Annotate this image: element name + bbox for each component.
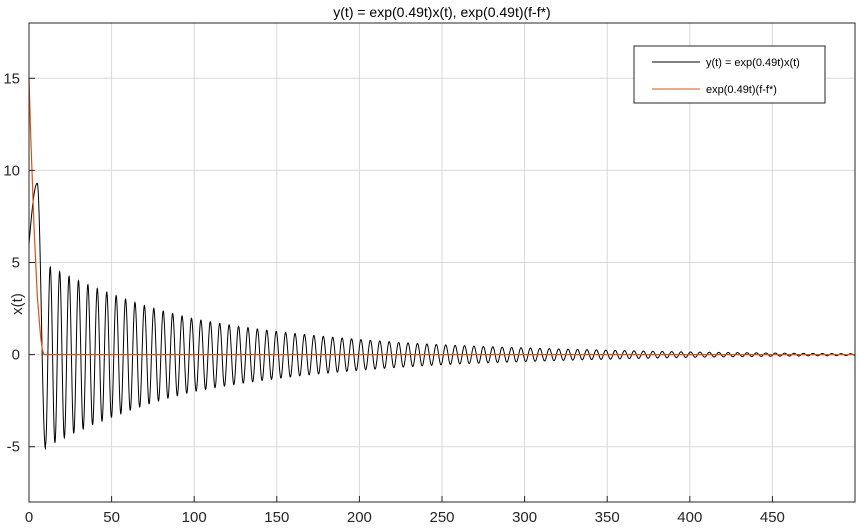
series-line-2 (28, 78, 855, 356)
y-tick-label--5: -5 (7, 439, 20, 456)
legend-label-series-2: exp(0.49t)(f-f*) (706, 84, 777, 96)
x-tick-label-200: 200 (347, 509, 372, 526)
chart-title: y(t) = exp(0.49t)x(t), exp(0.49t)(f-f*) (333, 4, 550, 20)
x-tick-label-450: 450 (760, 509, 785, 526)
legend-box (633, 45, 826, 104)
x-tick-label-300: 300 (512, 509, 537, 526)
x-tick-label-50: 50 (103, 509, 120, 526)
y-tick-label-10: 10 (3, 162, 20, 179)
y-tick-label-0: 0 (12, 347, 20, 364)
ticks: 0 50 100 150 200 250 300 350 400 450 -5 0 5 10 15 (3, 70, 785, 526)
x-tick-label-100: 100 (182, 509, 207, 526)
series-layer (28, 78, 856, 451)
x-tick-label-150: 150 (264, 509, 289, 526)
x-tick-label-0: 0 (25, 509, 33, 526)
x-tick-label-400: 400 (677, 509, 702, 526)
y-axis-label: x(t) (9, 293, 26, 315)
y-tick-label-15: 15 (3, 70, 20, 87)
legend-label-series-1: y(t) = exp(0.49t)x(t) (706, 57, 800, 69)
y-tick-label-5: 5 (12, 255, 20, 272)
legend: y(t) = exp(0.49t)x(t) exp(0.49t)(f-f*) (633, 45, 826, 104)
x-tick-label-250: 250 (429, 509, 454, 526)
x-tick-label-350: 350 (595, 509, 620, 526)
